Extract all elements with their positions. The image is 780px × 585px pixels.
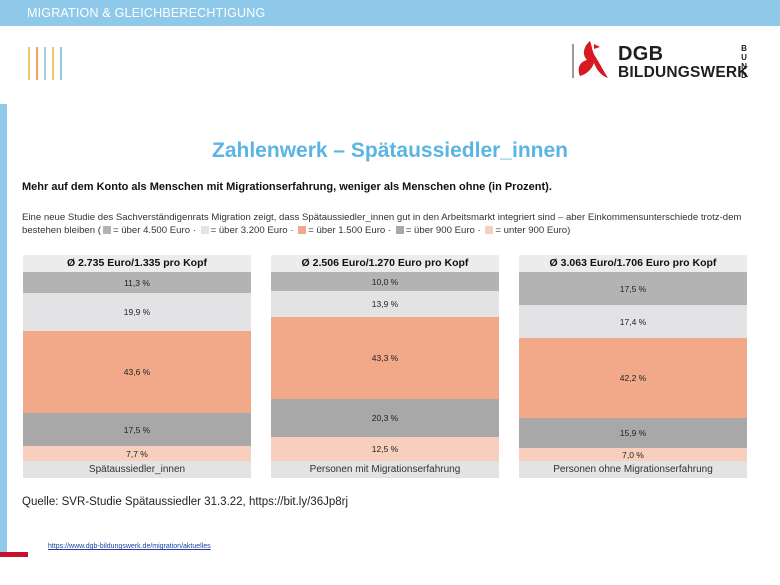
- chart-panel: Ø 2.735 Euro/1.335 pro Kopf 11,3 % 19,9 % 4…: [23, 255, 251, 478]
- bar-segment: 17,5 %: [23, 413, 251, 446]
- legend-label: = über 900 Euro: [405, 224, 475, 236]
- legend-label: = über 4.500 Euro: [112, 224, 191, 236]
- chart-panel: Ø 2.506 Euro/1.270 Euro pro Kopf 10,0 % 13…: [271, 255, 499, 478]
- logo-line-2: BILDUNGSWERK: [618, 64, 749, 81]
- segment-label: 7,0 %: [622, 449, 644, 460]
- legend-swatch: [200, 225, 209, 234]
- bar-segment: 19,9 %: [23, 293, 251, 331]
- top-banner: MIGRATION & GLEICHBERECHTIGUNG: [0, 0, 780, 26]
- logo-line-1: DGB: [618, 43, 664, 65]
- legend-label: = unter 900 Euro: [495, 224, 568, 236]
- segment-label: 10,0 %: [371, 276, 399, 287]
- section-label: MIGRATION & GLEICHBERECHTIGUNG: [27, 6, 266, 20]
- legend-separator: ·: [474, 224, 484, 236]
- source-text: Quelle: SVR-Studie Spätaussiedler 31.3.2…: [22, 496, 349, 508]
- segment-label: 11,3 %: [124, 277, 150, 288]
- legend-swatch: [102, 225, 111, 234]
- legend-swatch: [485, 225, 494, 234]
- segment-label: 17,5 %: [619, 283, 647, 294]
- bar-segment: 13,9 %: [271, 291, 499, 317]
- slide-subtitle: Mehr auf dem Konto als Menschen mit Migr…: [22, 181, 552, 193]
- segment-label: 12,5 %: [371, 444, 399, 454]
- legend-swatch: [298, 225, 307, 234]
- segment-label: 7,7 %: [126, 448, 148, 459]
- left-accent-bar: [0, 104, 7, 552]
- source-url-link[interactable]: https://www.dgb-bildungswerk.de/migratio…: [48, 543, 211, 550]
- bar-segment: 17,5 %: [519, 272, 747, 305]
- category-label: Personen mit Migrationserfahrung: [271, 461, 499, 478]
- legend-separator: ·: [190, 224, 199, 236]
- red-accent-mark: [0, 552, 28, 557]
- description: Eine neue Studie des Sachverständigenrat…: [22, 212, 752, 237]
- description-end: ): [567, 224, 571, 236]
- stacked-bar: 17,5 % 17,4 % 42,2 % 15,9 % 7,0 %: [519, 272, 747, 461]
- segment-label: 43,6 %: [123, 367, 151, 377]
- decorative-lines-icon: [28, 47, 64, 80]
- segment-label: 19,9 %: [123, 307, 151, 317]
- category-label: Spätaussiedler_innen: [23, 461, 251, 478]
- chart-panel: Ø 3.063 Euro/1.706 Euro pro Kopf 17,5 % 17…: [519, 255, 747, 478]
- legend-item: = über 900 Euro ·: [394, 225, 484, 236]
- bar-segment: 11,3 %: [23, 272, 251, 293]
- segment-label: 17,4 %: [619, 316, 647, 327]
- bar-segment: 10,0 %: [271, 272, 499, 291]
- segment-label: 15,9 %: [619, 428, 647, 438]
- legend-separator: ·: [385, 224, 394, 236]
- bar-segment: 12,5 %: [271, 437, 499, 461]
- bar-segment: 42,2 %: [519, 338, 747, 418]
- legend: = über 4.500 Euro · = über 3.200 Euro · …: [101, 225, 567, 236]
- legend-swatch: [395, 225, 404, 234]
- legend-item: = über 4.500 Euro ·: [101, 225, 199, 236]
- segment-label: 17,5 %: [123, 424, 151, 435]
- stacked-bar: 11,3 % 19,9 % 43,6 % 17,5 % 7,7 %: [23, 272, 251, 461]
- category-label: Personen ohne Migrationserfahrung: [519, 461, 747, 478]
- slide-title: Zahlenwerk – Spätaussiedler_innen: [212, 139, 568, 162]
- legend-item: = über 3.200 Euro ·: [199, 225, 297, 236]
- bar-segment: 17,4 %: [519, 305, 747, 338]
- description-intro: Eine neue Studie des Sachverständigenrat…: [22, 212, 742, 236]
- bar-segment: 43,6 %: [23, 331, 251, 413]
- bar-segment: 43,3 %: [271, 317, 499, 399]
- bar-segment: 7,7 %: [23, 446, 251, 461]
- legend-item: = unter 900 Euro: [483, 225, 567, 236]
- legend-label: = über 3.200 Euro: [210, 224, 288, 236]
- segment-label: 43,3 %: [371, 353, 399, 363]
- bar-segment: 15,9 %: [519, 418, 747, 448]
- panel-header: Ø 2.506 Euro/1.270 Euro pro Kopf: [271, 255, 499, 272]
- panel-header: Ø 2.735 Euro/1.335 pro Kopf: [23, 255, 251, 272]
- segment-label: 42,2 %: [619, 373, 647, 383]
- legend-item: = über 1.500 Euro ·: [296, 225, 394, 236]
- dgb-bird-icon: [572, 41, 608, 78]
- segment-label: 13,9 %: [371, 299, 399, 309]
- legend-separator: ·: [287, 224, 297, 236]
- stacked-bar: 10,0 % 13,9 % 43,3 % 20,3 % 12,5 %: [271, 272, 499, 461]
- bar-segment: 7,0 %: [519, 448, 747, 461]
- panel-header: Ø 3.063 Euro/1.706 Euro pro Kopf: [519, 255, 747, 272]
- bar-segment: 20,3 %: [271, 399, 499, 437]
- legend-label: = über 1.500 Euro: [308, 224, 386, 236]
- segment-label: 20,3 %: [371, 413, 399, 423]
